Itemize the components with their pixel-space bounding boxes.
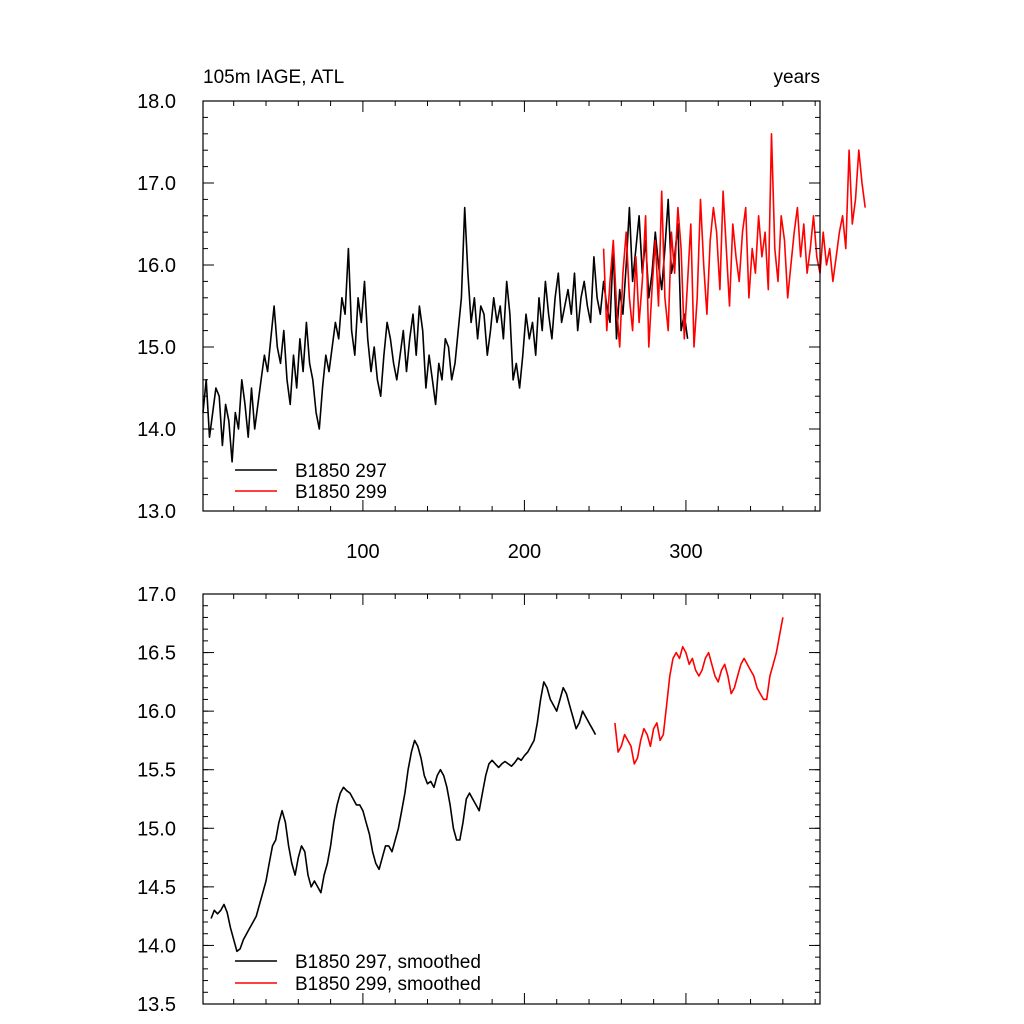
y-tick-label: 15.5 [137,760,176,782]
series-line-1-1 [614,617,784,765]
y-tick-label: 17.0 [137,584,176,606]
series-line-1-0 [210,681,597,953]
x-tick-label: 300 [669,541,702,563]
top-legend: B1850 297 B1850 299 [235,461,387,503]
bottom-panel: 13.5 14.0 14.5 15.0 15.5 16.0 16.5 17.0 B1850 2… [137,584,821,1016]
y-tick-label: 13.5 [137,994,176,1016]
y-tick-label: 18.0 [137,91,176,113]
bottom-legend: B1850 297, smoothed B1850 299, smoothed [235,952,481,995]
y-tick-label: 15.0 [137,337,176,359]
x-tick-label: 100 [346,541,379,563]
top-series-group [202,133,866,463]
y-tick-label: 15.0 [137,818,176,840]
legend-label-297: B1850 297 [295,461,387,482]
y-tick-label: 16.0 [137,255,176,277]
y-tick-label: 13.0 [137,501,176,523]
bottom-plot-frame [202,593,821,1005]
series-line-0-0 [202,198,689,463]
x-tick-label: 200 [508,541,541,563]
legend-label-299: B1850 299 [295,482,387,503]
series-line-0-1 [602,133,866,348]
bottom-series-group [210,617,784,953]
y-tick-label: 14.0 [137,419,176,441]
y-tick-label: 14.5 [137,877,176,899]
top-panel: 105m IAGE, ATL years 13.0 14.0 15.0 16.0 17.… [137,67,866,563]
x-axis-label: years [774,67,820,88]
chart-title: 105m IAGE, ATL [203,67,344,88]
y-tick-label: 17.0 [137,173,176,195]
top-plot-frame [202,100,821,512]
bottom-tick-group: 13.5 14.0 14.5 15.0 15.5 16.0 16.5 17.0 [137,584,820,1016]
y-tick-label: 16.0 [137,701,176,723]
y-tick-label: 14.0 [137,935,176,957]
legend-label-297-smoothed: B1850 297, smoothed [295,952,481,973]
y-tick-label: 16.5 [137,643,176,665]
legend-label-299-smoothed: B1850 299, smoothed [295,974,481,995]
